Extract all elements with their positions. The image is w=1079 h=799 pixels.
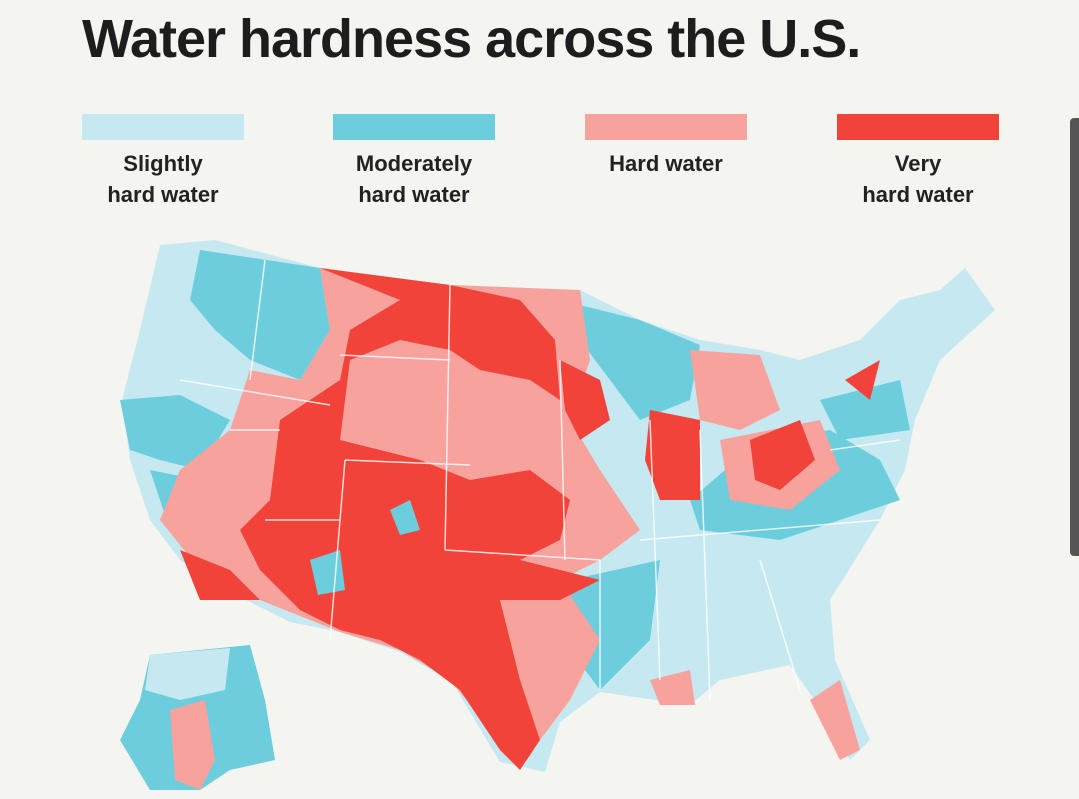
legend-item: Moderately hard water [333,114,495,210]
legend-text: Hard water [609,151,723,176]
state-borders [179,259,901,701]
legend-text: Slightly [123,151,203,176]
legend-swatch [837,114,999,140]
title: Water hardness across the U.S. [82,9,861,69]
legend-label: Very hard water [837,148,999,210]
legend-item: Slightly hard water [82,114,244,210]
legend-item: Very hard water [837,114,999,210]
legend-text: Very [894,151,942,176]
legend-label: Moderately hard water [333,148,495,210]
very-hard-region [180,268,880,770]
interior-light-patch [310,500,420,595]
legend-swatch [333,114,495,140]
alaska-light [145,648,230,700]
alaska-hard [170,700,215,790]
legend-text: Moderately [355,151,473,176]
legend-label: Hard water [585,148,747,179]
legend-text: hard water [358,182,470,207]
legend-label: Slightly hard water [82,148,244,210]
legend-text: hard water [862,182,974,207]
alaska [120,645,275,790]
contiguous-us [120,240,995,772]
legend-text: hard water [107,182,219,207]
scrollbar[interactable] [1070,118,1079,556]
legend-swatch [585,114,747,140]
legend-swatch [82,114,244,140]
legend-item: Hard water [585,114,747,179]
